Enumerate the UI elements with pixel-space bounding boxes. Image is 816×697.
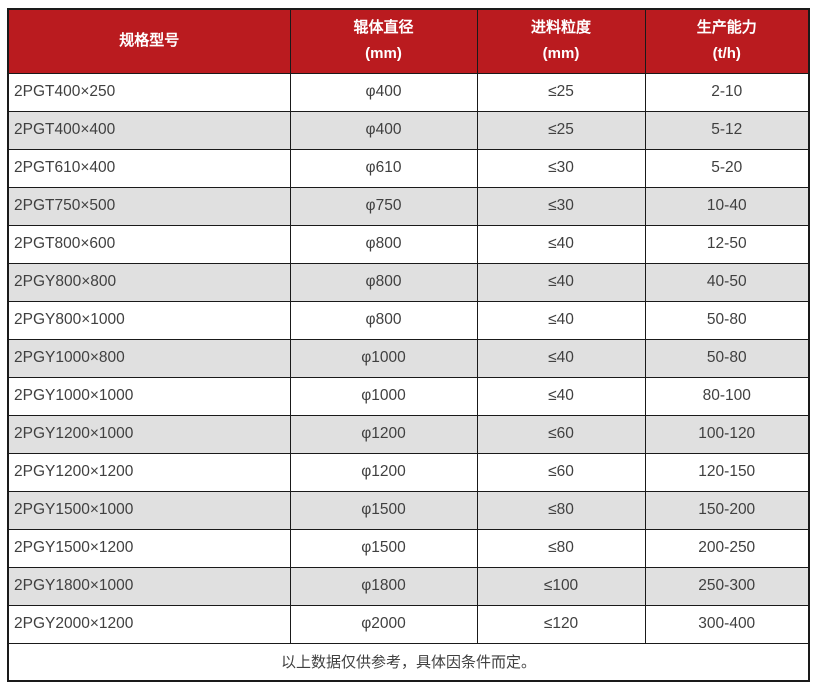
cell-capacity: 50-80 xyxy=(644,300,810,340)
table-body: 2PGT400×250 φ400 ≤25 2-10 2PGT400×400 φ400 ≤25… xyxy=(7,72,810,644)
cell-model: 2PGY800×1000 xyxy=(7,300,291,340)
table-row: 2PGY1200×1200 φ1200 ≤60 120-150 xyxy=(7,452,810,492)
cell-capacity: 50-80 xyxy=(644,338,810,378)
table-header: 规格型号 辊体直径 (mm) 进料粒度 (mm) 生产能力 (t/h) xyxy=(7,8,810,74)
cell-feed-size: ≤30 xyxy=(476,148,646,188)
cell-feed-size: ≤30 xyxy=(476,186,646,226)
cell-capacity: 5-12 xyxy=(644,110,810,150)
cell-capacity: 2-10 xyxy=(644,72,810,112)
cell-feed-size: ≤25 xyxy=(476,110,646,150)
table-row: 2PGT800×600 φ800 ≤40 12-50 xyxy=(7,224,810,264)
table-row: 2PGY1200×1000 φ1200 ≤60 100-120 xyxy=(7,414,810,454)
cell-model: 2PGY1500×1200 xyxy=(7,528,291,568)
cell-roller-diameter: φ1800 xyxy=(289,566,478,606)
column-header-roller-diameter: 辊体直径 (mm) xyxy=(289,8,478,74)
cell-roller-diameter: φ2000 xyxy=(289,604,478,644)
cell-model: 2PGT750×500 xyxy=(7,186,291,226)
cell-capacity: 10-40 xyxy=(644,186,810,226)
table-footer: 以上数据仅供参考，具体因条件而定。 xyxy=(7,642,810,682)
cell-model: 2PGY800×800 xyxy=(7,262,291,302)
cell-roller-diameter: φ800 xyxy=(289,300,478,340)
cell-model: 2PGT610×400 xyxy=(7,148,291,188)
specification-table: 规格型号 辊体直径 (mm) 进料粒度 (mm) 生产能力 (t/h) 2PGT… xyxy=(7,8,810,682)
cell-roller-diameter: φ1500 xyxy=(289,490,478,530)
cell-capacity: 250-300 xyxy=(644,566,810,606)
cell-feed-size: ≤80 xyxy=(476,528,646,568)
header-row: 规格型号 辊体直径 (mm) 进料粒度 (mm) 生产能力 (t/h) xyxy=(7,8,810,74)
cell-model: 2PGT400×400 xyxy=(7,110,291,150)
cell-feed-size: ≤40 xyxy=(476,262,646,302)
cell-roller-diameter: φ1000 xyxy=(289,338,478,378)
column-header-feed-size: 进料粒度 (mm) xyxy=(476,8,646,74)
table-row: 2PGT610×400 φ610 ≤30 5-20 xyxy=(7,148,810,188)
column-title: 辊体直径 xyxy=(353,19,414,37)
cell-feed-size: ≤40 xyxy=(476,376,646,416)
column-header-model: 规格型号 xyxy=(7,8,291,74)
footer-row: 以上数据仅供参考，具体因条件而定。 xyxy=(7,642,810,682)
cell-roller-diameter: φ750 xyxy=(289,186,478,226)
cell-model: 2PGY1000×800 xyxy=(7,338,291,378)
column-unit: (mm) xyxy=(365,45,402,63)
table-row: 2PGY800×800 φ800 ≤40 40-50 xyxy=(7,262,810,302)
table-row: 2PGY1500×1000 φ1500 ≤80 150-200 xyxy=(7,490,810,530)
footer-note: 以上数据仅供参考，具体因条件而定。 xyxy=(7,642,810,682)
table-row: 2PGT400×400 φ400 ≤25 5-12 xyxy=(7,110,810,150)
cell-feed-size: ≤60 xyxy=(476,414,646,454)
cell-capacity: 200-250 xyxy=(644,528,810,568)
cell-roller-diameter: φ1000 xyxy=(289,376,478,416)
cell-capacity: 80-100 xyxy=(644,376,810,416)
cell-feed-size: ≤40 xyxy=(476,338,646,378)
cell-capacity: 100-120 xyxy=(644,414,810,454)
cell-feed-size: ≤100 xyxy=(476,566,646,606)
cell-model: 2PGY1800×1000 xyxy=(7,566,291,606)
cell-feed-size: ≤120 xyxy=(476,604,646,644)
cell-model: 2PGT800×600 xyxy=(7,224,291,264)
cell-model: 2PGY1000×1000 xyxy=(7,376,291,416)
cell-capacity: 40-50 xyxy=(644,262,810,302)
table-row: 2PGT400×250 φ400 ≤25 2-10 xyxy=(7,72,810,112)
table-row: 2PGY1000×800 φ1000 ≤40 50-80 xyxy=(7,338,810,378)
cell-capacity: 5-20 xyxy=(644,148,810,188)
cell-roller-diameter: φ1200 xyxy=(289,414,478,454)
column-title: 生产能力 xyxy=(696,19,757,37)
table-row: 2PGY1500×1200 φ1500 ≤80 200-250 xyxy=(7,528,810,568)
cell-roller-diameter: φ800 xyxy=(289,262,478,302)
cell-roller-diameter: φ610 xyxy=(289,148,478,188)
cell-model: 2PGY1200×1200 xyxy=(7,452,291,492)
column-unit: (t/h) xyxy=(712,45,741,63)
cell-capacity: 300-400 xyxy=(644,604,810,644)
cell-roller-diameter: φ1500 xyxy=(289,528,478,568)
cell-model: 2PGT400×250 xyxy=(7,72,291,112)
table-row: 2PGY1800×1000 φ1800 ≤100 250-300 xyxy=(7,566,810,606)
cell-feed-size: ≤40 xyxy=(476,224,646,264)
table-row: 2PGT750×500 φ750 ≤30 10-40 xyxy=(7,186,810,226)
cell-model: 2PGY1500×1000 xyxy=(7,490,291,530)
table-row: 2PGY2000×1200 φ2000 ≤120 300-400 xyxy=(7,604,810,644)
cell-feed-size: ≤40 xyxy=(476,300,646,340)
column-header-capacity: 生产能力 (t/h) xyxy=(644,8,810,74)
cell-feed-size: ≤25 xyxy=(476,72,646,112)
cell-feed-size: ≤80 xyxy=(476,490,646,530)
column-title: 规格型号 xyxy=(119,32,180,50)
cell-roller-diameter: φ400 xyxy=(289,110,478,150)
cell-roller-diameter: φ800 xyxy=(289,224,478,264)
cell-capacity: 150-200 xyxy=(644,490,810,530)
cell-model: 2PGY1200×1000 xyxy=(7,414,291,454)
cell-capacity: 12-50 xyxy=(644,224,810,264)
cell-roller-diameter: φ400 xyxy=(289,72,478,112)
table-row: 2PGY800×1000 φ800 ≤40 50-80 xyxy=(7,300,810,340)
column-title: 进料粒度 xyxy=(530,19,591,37)
column-unit: (mm) xyxy=(542,45,580,63)
cell-capacity: 120-150 xyxy=(644,452,810,492)
table-row: 2PGY1000×1000 φ1000 ≤40 80-100 xyxy=(7,376,810,416)
cell-roller-diameter: φ1200 xyxy=(289,452,478,492)
cell-model: 2PGY2000×1200 xyxy=(7,604,291,644)
cell-feed-size: ≤60 xyxy=(476,452,646,492)
